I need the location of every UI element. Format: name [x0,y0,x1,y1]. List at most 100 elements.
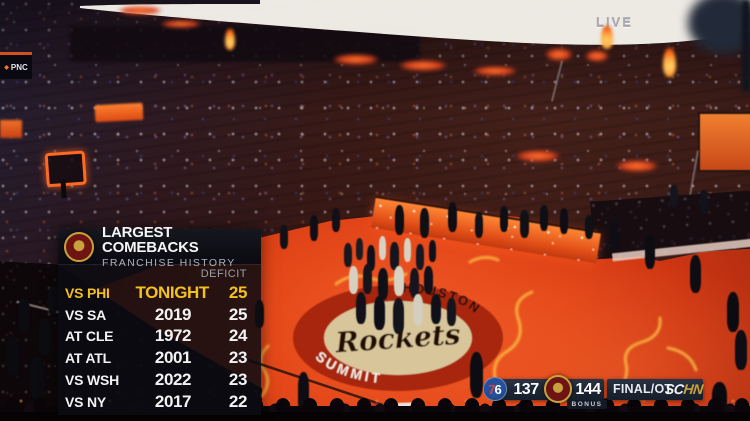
stats-row: VS PHI TONIGHT 25 [58,282,261,304]
person-silhouette [378,268,388,300]
person-silhouette [475,212,483,238]
person-silhouette [690,255,701,293]
person-silhouette [413,294,423,326]
stats-row: VS NY 2017 22 [58,391,261,413]
scorebug-bar-right [607,379,703,400]
bonus-indicator: BONUS [567,400,607,409]
person-silhouette [48,286,58,314]
person-silhouette [735,330,747,370]
person-silhouette [356,292,366,324]
led-glow [160,20,202,28]
row-when: TONIGHT [135,282,210,302]
person-silhouette [420,208,429,238]
led-glow [398,60,448,71]
home-score: 144 [575,381,601,398]
person-silhouette [6,336,19,376]
person-silhouette [500,206,508,232]
row-opponent: AT ATL [65,350,111,367]
sixers-logo: 7 6 [483,377,507,401]
person-silhouette [395,205,404,235]
game-status: FINAL/OT [613,382,673,396]
row-when: 2017 [154,391,192,411]
row-deficit: 25 [228,304,248,324]
led-sign [585,50,609,62]
row-opponent: VS WSH [65,372,120,389]
person-silhouette [310,215,318,241]
person-silhouette [520,210,529,238]
bottom-dark-strip [0,412,750,421]
person-silhouette [416,244,424,270]
flame-torch [601,25,613,49]
person-silhouette [332,208,340,232]
person-silhouette [431,294,441,324]
stats-row: AT CLE 1972 24 [58,326,261,348]
row-when: 2001 [154,348,192,368]
schn-logo-part2: HN [682,381,704,397]
stats-panel-header: LARGEST COMEBACKS FRANCHISE HISTORY [58,225,261,268]
person-silhouette [727,292,739,332]
stats-panel-titles: LARGEST COMEBACKS FRANCHISE HISTORY [102,225,255,269]
stats-title: LARGEST COMEBACKS [102,223,199,256]
person-silhouette [448,202,457,232]
person-silhouette [356,238,363,260]
row-deficit: 24 [228,326,248,346]
stats-subtitle: FRANCHISE HISTORY [102,256,236,269]
row-when: 1972 [154,326,192,346]
stats-panel: LARGEST COMEBACKS FRANCHISE HISTORY DEFI… [58,225,261,415]
stats-row: VS WSH 2022 23 [58,369,261,391]
row-deficit: 22 [228,391,248,411]
concourse-screen [698,112,750,172]
row-deficit: 23 [228,348,248,368]
away-score: 137 [513,381,539,398]
led-sign [615,160,659,172]
pnc-label: PNC [10,62,28,72]
person-silhouette [367,245,375,271]
person-silhouette [470,352,483,398]
rockets-retro-logo [544,375,572,403]
person-silhouette [404,238,411,262]
person-silhouette [670,185,678,207]
person-silhouette [610,220,619,250]
orange-banner-small [0,120,22,138]
stats-row: VS SA 2019 25 [58,304,261,326]
person-silhouette [344,243,352,267]
flame-torch [225,28,235,50]
stats-row: AT ATL 2001 23 [58,347,261,369]
person-silhouette [645,235,655,269]
person-silhouette [393,298,404,334]
person-silhouette [30,356,45,400]
person-silhouette [429,240,436,262]
person-silhouette [390,242,399,270]
row-opponent: VS SA [65,306,107,323]
led-glow [472,66,518,76]
frame-edge-shadow [742,0,750,92]
foreground-silhouette [688,0,750,54]
row-opponent: AT CLE [65,328,114,345]
jumbotron-glow [80,0,750,45]
pnc-sign: ◆ PNC [0,52,32,79]
schn-logo-part1: SC [664,381,685,397]
person-silhouette [280,225,288,249]
pnc-diamond-icon: ◆ [4,64,9,71]
person-silhouette [38,318,51,356]
stats-panel-body: DEFICIT VS PHI TONIGHT 25 VS SA 2019 25 … [58,264,261,415]
rockets-retro-logo [64,231,94,262]
person-silhouette [447,298,456,326]
led-sign [545,48,573,61]
person-silhouette [349,266,358,294]
person-silhouette [363,264,372,294]
row-when: 2022 [154,370,192,390]
person-silhouette [540,205,548,231]
person-silhouette [394,266,404,296]
person-silhouette [379,236,386,260]
led-sign [515,150,561,162]
led-glow [117,6,163,15]
row-when: 2019 [154,304,192,324]
person-silhouette [700,190,708,214]
flame-torch [663,47,676,77]
schn-network-logo: SCHN [664,379,704,400]
sixers-logo-7: 7 [488,381,496,397]
person-silhouette [560,208,568,234]
